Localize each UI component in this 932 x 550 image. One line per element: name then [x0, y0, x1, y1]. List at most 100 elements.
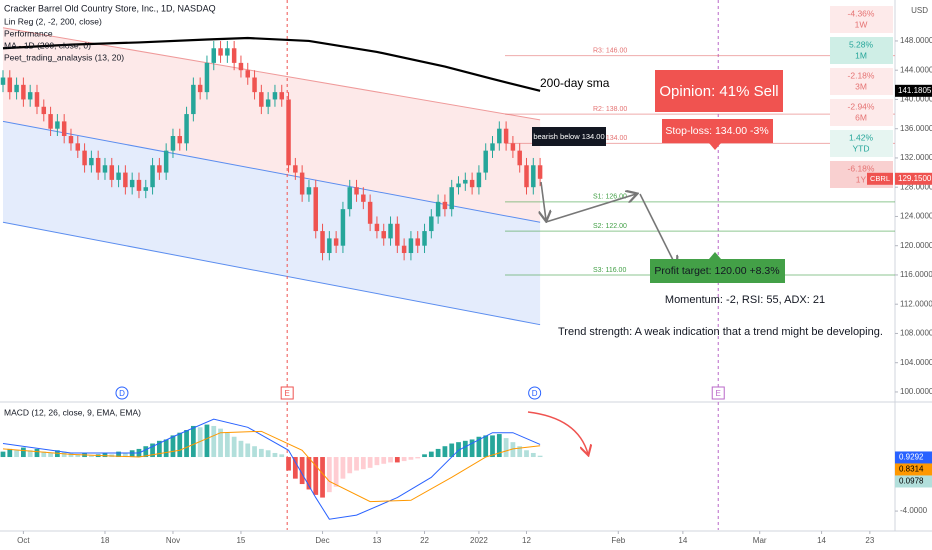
histogram-bar: [347, 457, 353, 474]
stop-loss-box: [662, 119, 773, 143]
histogram-bar: [48, 452, 53, 458]
histogram-bar: [374, 457, 380, 466]
x-tick-label: 22: [420, 536, 429, 545]
channel-lower-line: [2, 221, 541, 326]
performance-value: -4.36%: [848, 8, 875, 18]
indicator-label: Peet_trading_analaysis (13, 20): [4, 52, 124, 62]
histogram-bar: [422, 454, 427, 458]
y-tick-label: 128.0000: [900, 182, 932, 191]
x-tick-label: 18: [101, 536, 110, 545]
candle-body: [143, 187, 149, 191]
candle-body: [299, 172, 305, 195]
candle-body: [252, 77, 257, 93]
histogram-bar: [116, 451, 121, 458]
performance-period: 1M: [855, 50, 867, 60]
indicator-label: Performance: [4, 28, 53, 38]
candle-body: [408, 238, 414, 254]
macd-title: MACD (12, 26, close, 9, EMA, EMA): [4, 407, 141, 417]
histogram-bar: [102, 452, 108, 458]
histogram-bar: [483, 435, 489, 458]
macd-tick-label: -4.0000: [900, 506, 928, 515]
histogram-bar: [184, 430, 189, 458]
y-tick-label: 148.0000: [900, 36, 932, 45]
x-tick-label: 15: [236, 536, 245, 545]
y-tick-label: 144.0000: [900, 65, 932, 74]
candle-body: [333, 238, 339, 246]
candle-body: [435, 201, 441, 217]
x-tick-label: 23: [865, 536, 874, 545]
event-label: E: [716, 389, 721, 398]
y-tick-label: 116.0000: [900, 270, 932, 279]
event-marker: [711, 386, 725, 400]
performance-period: 6M: [855, 112, 867, 122]
performance-cell: [830, 99, 893, 126]
curved-arrow: [527, 411, 588, 454]
histogram-bar: [61, 451, 67, 458]
candle-body: [531, 165, 536, 188]
y-tick-label: 120.0000: [900, 241, 932, 250]
price-unit: USD: [911, 6, 928, 15]
x-tick-label: 12: [522, 536, 531, 545]
y-tick-label: 112.0000: [900, 299, 932, 308]
candle-body: [157, 165, 162, 173]
x-tick-label: 14: [817, 536, 826, 545]
event-label: E: [285, 389, 290, 398]
candle-body: [374, 223, 380, 232]
histogram-bar: [218, 428, 223, 458]
pivot-label: S2: 122.00: [593, 223, 627, 230]
price-label-box: [895, 172, 932, 185]
histogram-bar: [7, 448, 13, 458]
histogram-bar: [41, 451, 47, 458]
histogram-bar: [401, 457, 407, 462]
candle-body: [102, 165, 108, 173]
histogram-bar: [292, 457, 298, 479]
histogram-bar: [510, 442, 516, 458]
arrows: [527, 181, 676, 454]
candle-body: [0, 77, 6, 85]
histogram-bar: [490, 435, 495, 458]
candle-body: [150, 165, 155, 188]
macd-value-box: [895, 475, 932, 488]
candle-body: [313, 187, 318, 232]
profit-target-label: Profit target: 120.00 +8.3%: [654, 265, 779, 277]
candle-body: [27, 92, 33, 100]
candle-body: [109, 165, 115, 180]
x-tick-label: 13: [372, 536, 381, 545]
pivot-label: S3: 116.00: [593, 267, 626, 274]
candle-body: [197, 84, 203, 93]
candle-body: [218, 48, 223, 56]
candle-body: [456, 183, 461, 188]
candle-body: [490, 143, 495, 151]
profit-target-pointer: [709, 252, 721, 259]
arrow: [545, 194, 636, 223]
candle-body: [483, 150, 488, 173]
histogram-bar: [170, 435, 176, 458]
candle-body: [463, 179, 468, 184]
histogram-bar: [503, 438, 509, 458]
performance-value: -2.18%: [848, 70, 875, 80]
histogram-bar: [177, 432, 183, 458]
x-tick-label: Feb: [611, 536, 625, 545]
candle-body: [21, 84, 26, 100]
histogram-bar: [252, 446, 257, 458]
candle-body: [68, 136, 74, 144]
pivot-label: R3: 146.00: [593, 47, 627, 54]
sma-line: [2, 36, 541, 92]
candle-body: [415, 238, 420, 246]
histogram-bar: [326, 457, 332, 493]
candle-body: [279, 92, 284, 100]
histogram-bar: [211, 425, 217, 458]
y-tick-label: 124.0000: [900, 212, 932, 221]
histogram-bar: [367, 457, 373, 468]
histogram-bar: [381, 457, 387, 464]
symbol-box: [867, 172, 893, 185]
candle-body: [82, 150, 87, 166]
candle-body: [123, 172, 128, 188]
candle-body: [469, 179, 475, 188]
y-tick-label: 104.0000: [900, 358, 932, 367]
pivot-label: R2: 138.00: [593, 106, 627, 113]
pivot-label: S1: 126.00: [593, 194, 627, 201]
candle-body: [442, 201, 448, 210]
macd-value-box: [895, 451, 932, 464]
histogram-bar: [197, 427, 203, 458]
